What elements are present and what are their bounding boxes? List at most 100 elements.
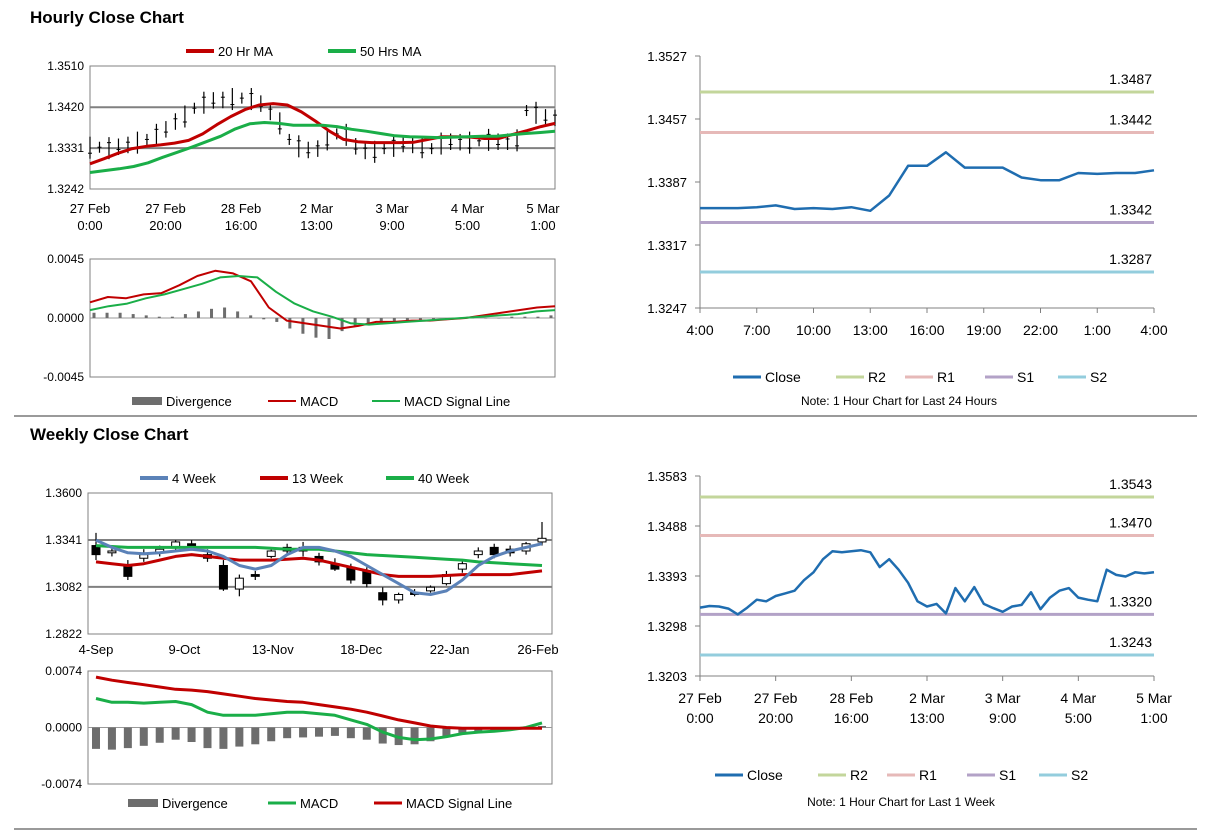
- divergence-bar: [262, 318, 266, 320]
- candle-body: [489, 546, 499, 556]
- x-tick-label-line1: 27 Feb: [754, 690, 798, 706]
- legend-4-week-label: 4 Week: [172, 471, 216, 486]
- x-tick-label: 7:00: [743, 322, 770, 338]
- divergence-bar: [497, 318, 501, 319]
- divergence-bar: [327, 318, 331, 339]
- divergence-bar: [105, 312, 109, 318]
- candle-body: [426, 586, 435, 592]
- divergence-bar: [379, 318, 383, 324]
- series-macd: [95, 697, 543, 742]
- y-tick-label: 1.3203: [647, 669, 687, 684]
- divergence-bar: [157, 316, 161, 318]
- y-tick-label: 1.3583: [647, 469, 687, 484]
- divergence-bar: [170, 316, 174, 318]
- divergence-bar: [523, 316, 527, 318]
- candle-body: [187, 543, 197, 547]
- level-label-r1: 1.3470: [1109, 514, 1152, 530]
- divergence-bar: [235, 727, 244, 747]
- legend-r2-label: R2: [868, 369, 886, 385]
- candle-body: [266, 550, 276, 557]
- x-tick-label-line2: 20:00: [149, 218, 182, 233]
- x-tick-label-line1: 4 Mar: [1060, 690, 1096, 706]
- legend-20hr-ma-label: 20 Hr MA: [218, 44, 273, 59]
- legend-r2-label: R2: [850, 767, 868, 783]
- y-tick-label: 1.3600: [45, 486, 82, 500]
- divergence-bar: [131, 314, 135, 318]
- candle-body: [394, 593, 404, 601]
- divergence-bar: [366, 318, 370, 324]
- divergence-bar: [92, 312, 96, 318]
- y-tick-label: 1.3457: [647, 112, 687, 127]
- divergence-bar: [353, 318, 357, 326]
- x-tick-label: 16:00: [909, 322, 944, 338]
- level-label-r2: 1.3543: [1109, 476, 1152, 492]
- x-tick-label-line2: 9:00: [989, 710, 1016, 726]
- series-macd-signal: [95, 675, 542, 730]
- legend-r1-label: R1: [919, 767, 937, 783]
- divergence-bar: [484, 318, 488, 319]
- y-tick-label: 1.3341: [45, 533, 82, 547]
- divergence-bar: [362, 727, 371, 740]
- plot-frame: [89, 65, 556, 190]
- candle-body: [91, 545, 101, 556]
- legend-close-label: Close: [747, 767, 783, 783]
- x-tick-label: 13-Nov: [252, 642, 294, 657]
- divergence-bar: [410, 727, 419, 745]
- divergence-bar: [549, 315, 553, 318]
- series-close: [699, 548, 1155, 616]
- legend-s1-label: S1: [999, 767, 1016, 783]
- level-label-s1: 1.3320: [1109, 593, 1152, 609]
- level-label-s2: 1.3287: [1109, 251, 1152, 267]
- candle-body: [473, 550, 483, 556]
- x-tick-label-line2: 13:00: [909, 710, 944, 726]
- series-close: [700, 151, 1155, 213]
- x-tick-label-line2: 20:00: [758, 710, 793, 726]
- y-tick-label: 1.3242: [47, 182, 84, 196]
- x-tick-label-line2: 13:00: [300, 218, 333, 233]
- x-tick-label: 9-Oct: [169, 642, 201, 657]
- divergence-bar: [431, 318, 435, 320]
- legend-macd-label: MACD: [300, 796, 338, 811]
- y-tick-label: 1.3387: [647, 175, 687, 190]
- candle-body: [537, 537, 547, 543]
- x-tick-label-line1: 2 Mar: [909, 690, 945, 706]
- series-macd-signal: [89, 275, 556, 326]
- x-tick-label: 26-Feb: [517, 642, 558, 657]
- divergence-bar: [144, 315, 148, 318]
- x-tick-label: 13:00: [853, 322, 888, 338]
- legend-50hrs-ma-label: 50 Hrs MA: [360, 44, 422, 59]
- y-tick-label: 0.0000: [45, 721, 82, 735]
- divergence-bar: [314, 318, 318, 338]
- x-tick-label-line2: 0:00: [77, 218, 102, 233]
- divergence-bar: [405, 318, 409, 321]
- legend-13-week-label: 13 Week: [292, 471, 344, 486]
- weekly-section-title: Weekly Close Chart: [30, 425, 189, 444]
- divergence-bar: [418, 318, 422, 321]
- divergence-bar: [187, 727, 196, 743]
- x-tick-label-line1: 28 Feb: [221, 201, 261, 216]
- x-tick-label-line2: 5:00: [1065, 710, 1092, 726]
- divergence-bar: [139, 727, 148, 746]
- y-tick-label: 1.3420: [47, 100, 84, 114]
- level-label-s1: 1.3342: [1109, 202, 1152, 218]
- y-tick-label: 1.3298: [647, 619, 687, 634]
- level-label-s2: 1.3243: [1109, 634, 1152, 650]
- y-tick-label: -0.0074: [41, 777, 82, 791]
- divergence-bar: [223, 307, 227, 318]
- hourly-section-title: Hourly Close Chart: [30, 8, 184, 27]
- x-tick-label: 4:00: [1140, 322, 1167, 338]
- series-4-week: [95, 538, 543, 596]
- level-label-r2: 1.3487: [1109, 71, 1152, 87]
- x-tick-label-line1: 3 Mar: [985, 690, 1021, 706]
- legend-divergence-label: Divergence: [162, 796, 228, 811]
- y-tick-label: 1.3393: [647, 569, 687, 584]
- divergence-bar: [251, 727, 260, 745]
- divergence-bar: [510, 316, 514, 318]
- y-tick-label: 1.3082: [45, 580, 82, 594]
- divergence-bar: [183, 314, 187, 318]
